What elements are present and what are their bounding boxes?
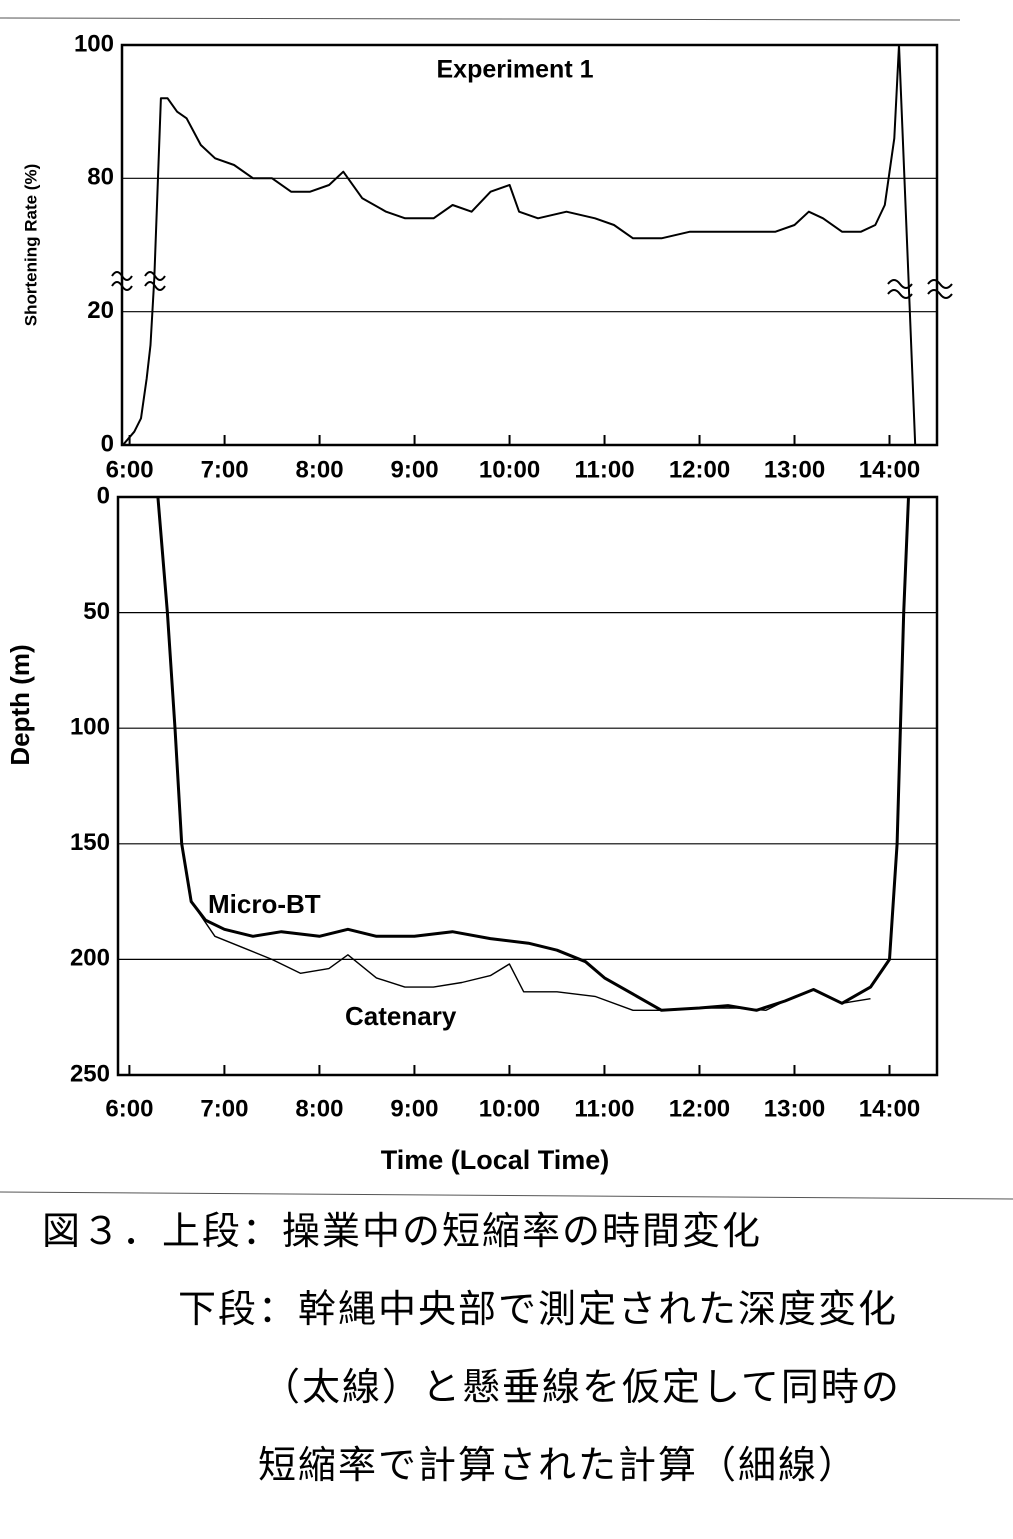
series-label: Catenary — [345, 1001, 457, 1031]
caption-line: 短縮率で計算された計算（細線） — [258, 1443, 859, 1487]
x-tick-label: 8:00 — [295, 1095, 343, 1122]
data-line — [195, 908, 871, 1011]
scan-rule — [0, 1191, 1013, 1200]
x-tick-label: 12:00 — [669, 456, 730, 483]
x-tick-label: 12:00 — [669, 1095, 730, 1122]
x-tick-label: 9:00 — [390, 1095, 438, 1122]
y-tick-label: 20 — [87, 297, 114, 324]
y-tick-label: 200 — [70, 945, 110, 972]
x-tick-label: 10:00 — [479, 456, 540, 483]
x-tick-label: 11:00 — [575, 456, 635, 483]
x-tick-label: 13:00 — [764, 1095, 825, 1122]
scan-rule — [0, 17, 961, 21]
figure: Experiment 1 Shortening Rate (%) Depth (… — [0, 17, 1013, 1200]
y-tick-label: 0 — [101, 430, 114, 457]
caption-line: （太線）と懸垂線を仮定して同時の — [262, 1365, 901, 1409]
x-tick-label: 13:00 — [764, 456, 825, 483]
x-tick-label: 11:00 — [574, 1095, 634, 1122]
x-tick-label: 8:00 — [296, 456, 344, 483]
chart-title: Experiment 1 — [436, 56, 593, 84]
y-axis-label: Depth (m) — [5, 644, 35, 765]
series-label: Micro-BT — [208, 889, 321, 919]
x-tick-label: 7:00 — [201, 456, 249, 483]
y-tick-label: 50 — [83, 598, 110, 625]
y-tick-label: 100 — [70, 714, 110, 741]
y-axis-label: Shortening Rate (%) — [21, 164, 40, 326]
x-tick-label: 14:00 — [859, 456, 920, 483]
y-tick-label: 250 — [70, 1060, 110, 1087]
x-tick-label: 9:00 — [391, 456, 439, 483]
x-tick-label: 6:00 — [105, 1095, 153, 1122]
plot-frame — [120, 43, 939, 447]
x-tick-label: 6:00 — [106, 456, 154, 483]
y-tick-label: 80 — [87, 164, 114, 191]
data-line — [156, 496, 910, 1012]
data-line — [122, 44, 933, 446]
x-tick-label: 14:00 — [859, 1095, 920, 1122]
x-axis-label: Time (Local Time) — [381, 1145, 610, 1175]
axis-break — [108, 271, 953, 299]
x-tick-label: 7:00 — [200, 1095, 248, 1122]
y-tick-label: 0 — [97, 482, 110, 509]
y-tick-label: 150 — [70, 829, 110, 856]
caption-line: 図３．上段：操業中の短縮率の時間変化 — [42, 1209, 763, 1253]
y-tick-label: 100 — [74, 30, 114, 57]
caption-line: 下段：幹縄中央部で測定された深度変化 — [178, 1287, 899, 1331]
x-tick-label: 10:00 — [479, 1095, 540, 1122]
